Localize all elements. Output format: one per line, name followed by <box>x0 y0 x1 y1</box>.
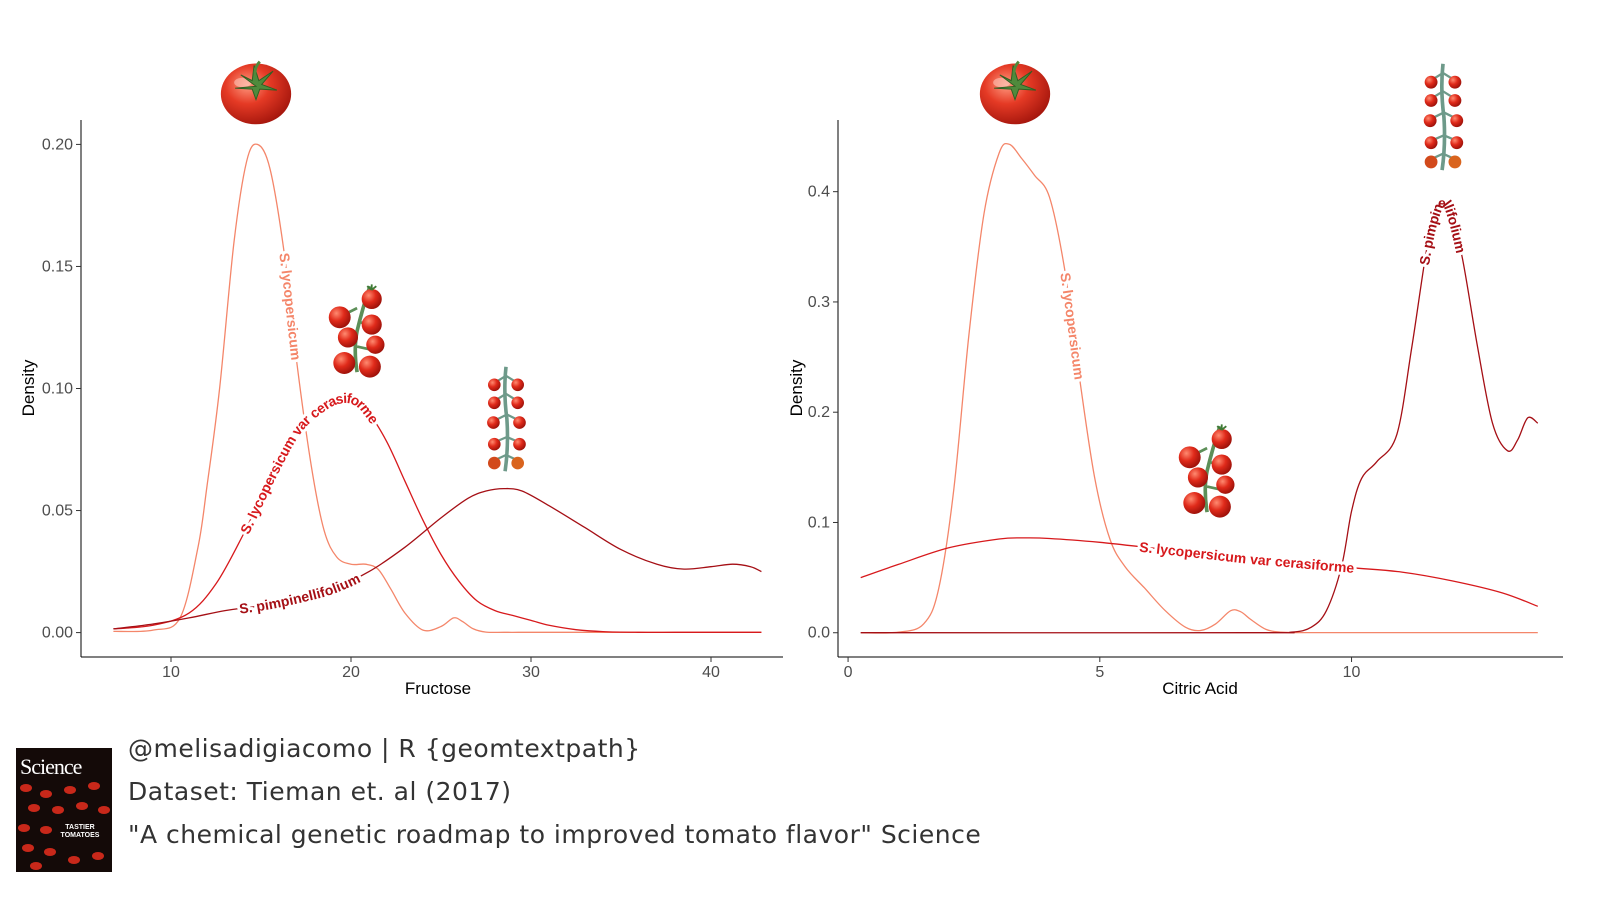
fructose-curve-label-s-lycopersicum-var-cerasiforme: S. lycopersicum var cerasiforme <box>237 390 382 537</box>
fructose-curve-label-s-lycopersicum: S. lycopersicum <box>276 252 304 361</box>
fructose-x-tick-label: 10 <box>162 664 180 681</box>
citric-x-ticks: 0 5 10 <box>844 657 1361 681</box>
fructose-x-ticks: 10 20 30 40 <box>162 657 720 681</box>
citric-y-tick-label: 0.3 <box>808 294 830 311</box>
citric-curve-label-s-lycopersicum-var-cerasiforme: S. lycopersicum var cerasiforme <box>1139 539 1356 576</box>
citric-curve-label-s-lycopersicum: S. lycopersicum <box>1057 272 1087 381</box>
fructose-curve-label-text: S. lycopersicum var cerasiforme <box>237 390 382 537</box>
fructose-y-ticks: 0.00 0.05 0.10 0.15 0.20 <box>42 136 81 642</box>
citric-x-tick-label: 10 <box>1343 664 1361 681</box>
citric-series-layer <box>860 142 1539 634</box>
citric-y-tick-label: 0.0 <box>808 625 830 642</box>
charts-canvas: S. lycopersicum S. lycopersicum S. lycoper… <box>19 60 1563 698</box>
cherry-tomato-cluster-icon <box>326 282 387 380</box>
fructose-y-tick-label: 0.05 <box>42 503 73 520</box>
fructose-y-axis-title: Density <box>19 359 38 416</box>
fructose-x-axis-title: Fructose <box>405 679 471 698</box>
citric-y-tick-label: 0.4 <box>808 184 830 201</box>
caption-dataset: Dataset: Tieman et. al (2017) <box>128 777 512 806</box>
citric-y-tick-label: 0.1 <box>808 514 830 531</box>
citric-y-tick-label: 0.2 <box>808 404 830 421</box>
fructose-y-tick-label: 0.10 <box>42 381 73 398</box>
fructose-curve-label-s-pimpinellifolium: S. pimpinellifolium <box>238 570 362 617</box>
fructose-y-tick-label: 0.00 <box>42 625 73 642</box>
caption-block: Science TASTIER TOMATOES @melisadigiacom… <box>16 734 1576 878</box>
caption-paper: "A chemical genetic roadmap to improved … <box>128 820 982 849</box>
caption-credit: @melisadigiacomo | R {geomtextpath} <box>128 734 641 763</box>
cover-subtitle: TASTIER TOMATOES <box>60 824 100 839</box>
fructose-curve-label-text: S. pimpinellifolium <box>238 570 362 617</box>
science-cover-image: Science TASTIER TOMATOES <box>16 748 112 872</box>
currant-tomato-vine-icon <box>487 367 526 471</box>
fructose-y-tick-label: 0.15 <box>42 258 73 275</box>
citric-x-tick-label: 5 <box>1095 664 1104 681</box>
fructose-x-tick-label: 40 <box>702 664 720 681</box>
citric-density-line-s-pimpinellifolium <box>860 201 1539 634</box>
cherry-tomato-cluster-icon <box>1176 422 1237 520</box>
citric-density-line-s-lycopersicum <box>860 142 1538 634</box>
fructose-series-layer <box>113 143 762 634</box>
cover-tomatoes-art <box>18 782 110 870</box>
citric-curve-label-text: S. lycopersicum <box>1057 272 1087 381</box>
currant-tomato-vine-icon <box>1424 64 1463 170</box>
fructose-y-tick-label: 0.20 <box>42 136 73 153</box>
fructose-density-line-s-pimpinellifolium <box>113 487 762 630</box>
fructose-density-line-s-lycopersicum-var-cerasiforme <box>113 397 762 634</box>
fructose-x-tick-label: 20 <box>342 664 360 681</box>
large-tomato-icon <box>978 60 1052 126</box>
citric-curve-label-text: S. lycopersicum var cerasiforme <box>1139 539 1356 576</box>
fructose-density-line-s-lycopersicum <box>113 143 762 634</box>
fructose-curve-label-text: S. lycopersicum <box>276 252 304 361</box>
citric-y-axis-title: Density <box>787 359 806 416</box>
fructose-x-tick-label: 30 <box>522 664 540 681</box>
cover-title: Science <box>20 754 82 779</box>
citric-density-line-s-lycopersicum-var-cerasiforme <box>860 537 1539 607</box>
citric-y-ticks: 0.0 0.1 0.2 0.3 0.4 <box>808 184 838 642</box>
citric-x-tick-label: 0 <box>844 664 853 681</box>
citric-x-axis-title: Citric Acid <box>1162 679 1238 698</box>
large-tomato-icon <box>219 60 293 126</box>
